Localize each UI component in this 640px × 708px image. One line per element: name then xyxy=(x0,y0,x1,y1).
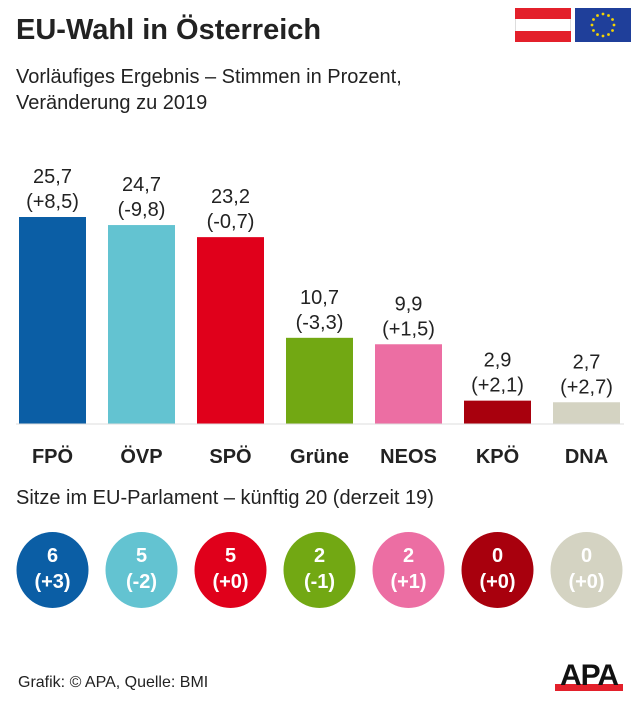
eu-star xyxy=(611,18,614,21)
change-label: (-9,8) xyxy=(118,199,166,221)
svg-text:APA: APA xyxy=(560,660,618,692)
category-label: KPÖ xyxy=(476,445,519,468)
chart-title: EU-Wahl in Österreich xyxy=(16,14,322,46)
bar-3 xyxy=(286,337,353,424)
seat-circle xyxy=(550,532,623,608)
eu-star xyxy=(596,14,599,17)
seat-value: 5 xyxy=(136,545,147,567)
chart-subtitle-line1: Vorläufiges Ergebnis – Stimmen in Prozen… xyxy=(16,66,402,88)
source-note: Grafik: © APA, Quelle: BMI xyxy=(18,674,209,691)
seat-circle xyxy=(194,532,267,608)
eu-star xyxy=(601,34,605,38)
change-label: (+1,5) xyxy=(382,318,435,340)
apa-logo: APA xyxy=(555,660,623,692)
seat-change: (+3) xyxy=(34,571,70,593)
category-label: DNA xyxy=(565,446,608,468)
seat-change: (+1) xyxy=(390,571,426,593)
category-label: ÖVP xyxy=(120,445,162,468)
bar-1 xyxy=(108,225,175,424)
seat-circle xyxy=(16,532,89,608)
eu-star xyxy=(607,33,610,36)
seat-change: (+0) xyxy=(479,571,515,593)
eu-star xyxy=(607,14,610,17)
category-label: NEOS xyxy=(380,446,437,468)
value-label: 24,7 xyxy=(122,174,161,196)
seat-value: 0 xyxy=(492,545,503,567)
eu-star xyxy=(611,29,614,32)
change-label: (-0,7) xyxy=(207,211,255,233)
value-label: 9,9 xyxy=(395,293,423,315)
eu-flag-icon xyxy=(575,8,631,42)
value-label: 23,2 xyxy=(211,186,250,208)
bar-5 xyxy=(464,400,531,424)
value-label: 10,7 xyxy=(300,287,339,309)
seat-value: 2 xyxy=(314,545,325,567)
value-label: 2,7 xyxy=(573,351,601,373)
change-label: (+2,7) xyxy=(560,376,613,398)
eu-star xyxy=(592,18,595,21)
seat-value: 5 xyxy=(225,545,236,567)
seat-value: 2 xyxy=(403,545,414,567)
seat-circle xyxy=(105,532,178,608)
bar-0 xyxy=(19,217,86,424)
seat-change: (+0) xyxy=(212,571,248,593)
change-label: (-3,3) xyxy=(296,312,344,334)
value-label: 25,7 xyxy=(33,166,72,188)
category-label: Grüne xyxy=(290,446,349,468)
austria-flag-icon xyxy=(515,8,571,42)
eu-star xyxy=(601,12,605,16)
category-label: SPÖ xyxy=(209,445,251,468)
seats-title: Sitze im EU-Parlament – künftig 20 (derz… xyxy=(16,487,434,509)
bar-2 xyxy=(197,237,264,424)
seat-value: 0 xyxy=(581,545,592,567)
change-label: (+2,1) xyxy=(471,375,524,397)
seat-change: (-1) xyxy=(304,571,335,593)
seat-circle xyxy=(372,532,445,608)
chart-subtitle-line2: Veränderung zu 2019 xyxy=(16,92,208,114)
eu-star xyxy=(592,29,595,32)
value-label: 2,9 xyxy=(484,350,512,372)
eu-star xyxy=(590,23,594,27)
bar-6 xyxy=(553,402,620,424)
seat-change: (-2) xyxy=(126,571,157,593)
seat-value: 6 xyxy=(47,545,58,567)
seat-circle xyxy=(461,532,534,608)
eu-star xyxy=(596,33,599,36)
seat-change: (+0) xyxy=(568,571,604,593)
change-label: (+8,5) xyxy=(26,191,79,213)
category-label: FPÖ xyxy=(32,445,73,468)
seat-circle xyxy=(283,532,356,608)
eu-star xyxy=(612,23,616,27)
bar-4 xyxy=(375,344,442,424)
